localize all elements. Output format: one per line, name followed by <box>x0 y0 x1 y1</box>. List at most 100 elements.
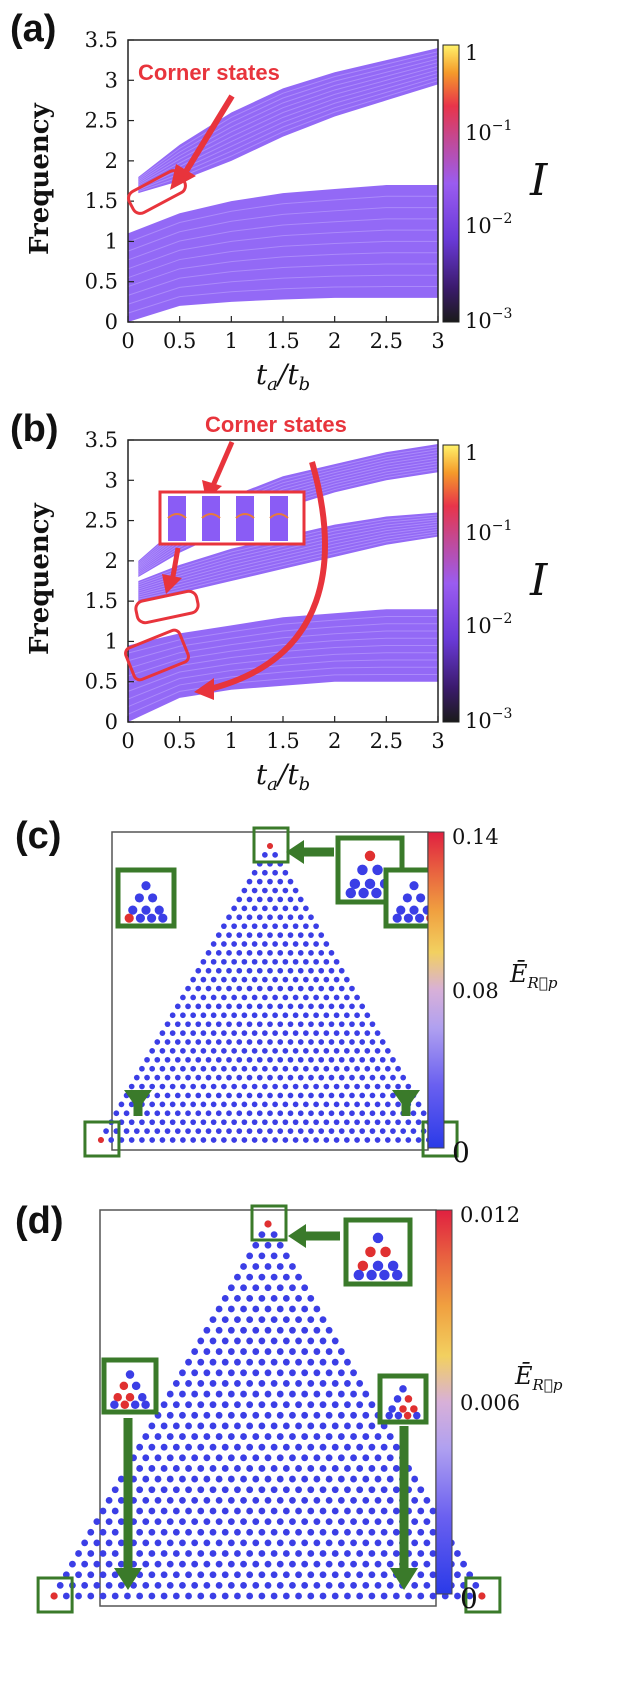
lattice-site <box>221 1119 227 1126</box>
lattice-site <box>282 905 289 912</box>
lattice-site <box>159 1065 166 1072</box>
lattice-site <box>282 923 289 930</box>
lattice-site <box>231 976 237 983</box>
lattice-site <box>276 1348 284 1355</box>
lattice-site <box>331 1486 339 1494</box>
lattice-site <box>209 1422 217 1430</box>
lattice-site <box>174 1128 181 1134</box>
lattice-site <box>282 1316 290 1324</box>
lattice-site <box>142 1581 150 1589</box>
lattice-site <box>264 1369 272 1377</box>
y-tick-label: 1.5 <box>85 589 118 613</box>
lattice-site <box>374 1065 381 1072</box>
lattice-site <box>292 994 299 1001</box>
inset-top-site <box>372 1260 384 1272</box>
lattice-site <box>185 1021 191 1028</box>
lattice-site <box>411 1560 419 1568</box>
lattice-site <box>262 1030 268 1036</box>
lattice-site <box>210 941 217 947</box>
lattice-site <box>270 1380 278 1387</box>
lattice-site <box>185 1056 191 1063</box>
lattice-site <box>197 1486 205 1494</box>
lattice-site <box>313 1433 321 1440</box>
lattice-site <box>454 1592 461 1600</box>
lattice-site <box>231 1101 237 1108</box>
corner-highlight-box <box>250 1204 288 1242</box>
inset-left-site <box>135 913 145 923</box>
lattice-site <box>215 1128 222 1134</box>
lattice-site <box>148 1592 156 1600</box>
lattice-site <box>240 1539 247 1547</box>
lattice-site <box>258 1273 266 1281</box>
colorbar-tick-base: 10 <box>465 309 492 333</box>
lattice-site <box>246 1507 254 1515</box>
lattice-site <box>200 1048 207 1054</box>
lattice-site <box>272 852 278 858</box>
lattice-site <box>191 1496 199 1504</box>
lattice-site <box>295 1465 302 1472</box>
lattice-site <box>270 1273 278 1281</box>
lattice-site <box>221 941 227 947</box>
lattice-site <box>240 1305 247 1313</box>
lattice-site <box>349 1039 355 1045</box>
lattice-site <box>264 1263 272 1270</box>
zoom-inset-corner-mode <box>167 513 187 519</box>
lattice-site <box>359 1021 366 1028</box>
lattice-site <box>246 1465 254 1472</box>
lattice-site <box>191 1390 199 1398</box>
lattice-site <box>190 1137 197 1143</box>
lattice-site <box>203 1348 211 1355</box>
lattice-site <box>236 896 243 903</box>
lattice-site <box>374 1083 381 1090</box>
corner-highlight-box <box>36 1576 74 1614</box>
lattice-site <box>172 1380 180 1387</box>
lattice-site <box>111 1550 119 1557</box>
green-arrow-head <box>124 1090 152 1110</box>
lattice-site <box>364 1119 371 1126</box>
lattice-site <box>350 1433 357 1440</box>
lattice-site <box>221 976 227 983</box>
panel-c: (c) 0.14 0.08 0 ĒR⃗p <box>0 810 631 1190</box>
lattice-site <box>282 1337 290 1345</box>
x-tick-label: 1.5 <box>266 329 299 353</box>
lattice-site <box>241 976 248 983</box>
inset-right-site <box>416 893 426 903</box>
lattice-site <box>215 985 222 992</box>
lattice-site <box>282 1252 290 1260</box>
lattice-site <box>337 1390 345 1398</box>
lattice-site <box>246 1337 254 1345</box>
lattice-site <box>246 1021 253 1028</box>
lattice-site <box>319 1337 327 1345</box>
lattice-site <box>270 1337 278 1345</box>
lattice-site <box>180 1101 186 1108</box>
lattice-site <box>241 941 248 947</box>
lattice-site <box>234 1358 241 1366</box>
lattice-site <box>252 1284 260 1292</box>
inset-top-site <box>349 878 361 890</box>
lattice-site <box>267 1074 273 1081</box>
inset-left-site <box>113 1392 122 1402</box>
lattice-site <box>380 1443 388 1451</box>
x-tick-label: 1.5 <box>266 729 299 753</box>
lattice-site <box>267 932 273 938</box>
lattice-site <box>282 1550 290 1557</box>
lattice-site <box>154 1560 162 1568</box>
lattice-site <box>195 1021 202 1028</box>
inset-right-site <box>399 1385 407 1393</box>
lattice-site <box>87 1528 95 1536</box>
lattice-site <box>400 1074 407 1081</box>
inset-top-site <box>380 1246 391 1258</box>
lattice-site <box>234 1401 241 1409</box>
lattice-site <box>148 1550 156 1557</box>
lattice-site <box>226 1074 232 1081</box>
lattice-site <box>221 1465 229 1472</box>
lattice-site <box>240 1369 247 1377</box>
lattice-site <box>258 1380 266 1387</box>
lattice-site <box>277 1056 284 1063</box>
lattice-site <box>203 1518 211 1526</box>
lattice-site <box>264 1411 272 1419</box>
lattice-site <box>331 1443 339 1451</box>
lattice-site <box>313 1012 319 1019</box>
lattice-site <box>313 1101 319 1108</box>
lattice-site <box>169 1101 176 1108</box>
